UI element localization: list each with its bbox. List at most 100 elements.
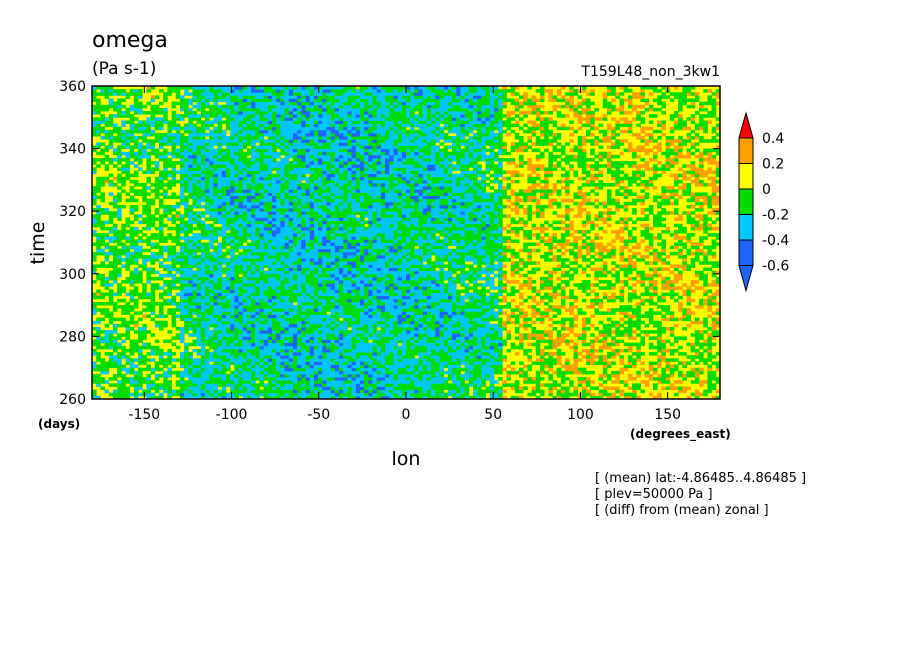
heatmap-cell bbox=[489, 301, 495, 306]
heatmap-cell bbox=[472, 395, 478, 400]
heatmap-cell bbox=[393, 298, 399, 303]
heatmap-cell bbox=[184, 298, 189, 303]
heatmap-cell bbox=[648, 298, 654, 303]
heatmap-cell bbox=[372, 327, 378, 331]
heatmap-cell bbox=[217, 342, 223, 347]
heatmap-cell bbox=[209, 342, 214, 347]
heatmap-cell bbox=[460, 352, 466, 356]
heatmap-cell bbox=[523, 283, 528, 287]
heatmap-cell bbox=[686, 311, 692, 315]
heatmap-cell bbox=[167, 280, 172, 284]
heatmap-cell bbox=[230, 330, 235, 334]
heatmap-cell bbox=[347, 364, 352, 369]
heatmap-cell bbox=[108, 298, 114, 303]
heatmap-cell bbox=[703, 323, 708, 328]
heatmap-cell bbox=[665, 317, 671, 322]
heatmap-cell bbox=[347, 292, 352, 297]
heatmap-cell bbox=[665, 367, 671, 372]
heatmap-cell bbox=[251, 348, 256, 353]
heatmap-cell bbox=[230, 373, 235, 378]
heatmap-cell bbox=[665, 380, 671, 384]
heatmap-cell bbox=[548, 367, 553, 372]
heatmap-cell bbox=[581, 395, 587, 400]
heatmap-cell bbox=[711, 320, 717, 325]
heatmap-cell bbox=[221, 289, 227, 293]
heatmap-cell bbox=[418, 305, 424, 309]
heatmap-cell bbox=[648, 317, 654, 322]
heatmap-cell bbox=[431, 389, 436, 394]
heatmap-cell bbox=[96, 395, 101, 400]
heatmap-cell bbox=[326, 276, 332, 281]
heatmap-cell bbox=[539, 389, 545, 394]
heatmap-cell bbox=[368, 333, 373, 337]
heatmap-cell bbox=[623, 264, 629, 268]
heatmap-cell bbox=[573, 283, 579, 287]
heatmap-cell bbox=[615, 352, 620, 356]
heatmap-cell bbox=[96, 345, 101, 350]
heatmap-cell bbox=[301, 389, 306, 394]
heatmap-cell bbox=[447, 333, 453, 337]
heatmap-cell bbox=[590, 323, 595, 328]
heatmap-cell bbox=[305, 339, 311, 344]
heatmap-cell bbox=[200, 267, 206, 272]
heatmap-cell bbox=[707, 327, 713, 331]
heatmap-cell bbox=[431, 280, 436, 284]
heatmap-cell bbox=[694, 348, 700, 353]
heatmap-cell bbox=[108, 330, 114, 334]
heatmap-cell bbox=[322, 298, 327, 303]
heatmap-cell bbox=[565, 317, 570, 322]
heatmap-cell bbox=[368, 295, 373, 300]
heatmap-cell bbox=[297, 395, 302, 400]
heatmap-cell bbox=[96, 367, 101, 372]
heatmap-cell bbox=[565, 295, 570, 300]
heatmap-cell bbox=[96, 377, 101, 381]
heatmap-cell bbox=[602, 358, 608, 362]
heatmap-cell bbox=[263, 333, 269, 337]
heatmap-cell bbox=[267, 358, 273, 362]
heatmap-cell bbox=[636, 314, 641, 319]
heatmap-cell bbox=[200, 308, 206, 312]
heatmap-cell bbox=[309, 348, 315, 353]
heatmap-cell bbox=[657, 336, 662, 340]
heatmap-cell bbox=[267, 342, 273, 347]
heatmap-cell bbox=[552, 320, 558, 325]
heatmap-cell bbox=[389, 395, 394, 400]
heatmap-cell bbox=[158, 261, 164, 265]
heatmap-cell bbox=[485, 301, 491, 306]
heatmap-cell bbox=[242, 311, 248, 315]
heatmap-cell bbox=[284, 345, 290, 350]
heatmap-cell bbox=[481, 311, 486, 315]
heatmap-cell bbox=[389, 314, 394, 319]
heatmap-cell bbox=[351, 292, 357, 297]
heatmap-cell bbox=[380, 311, 386, 315]
heatmap-cell bbox=[334, 276, 340, 281]
heatmap-cell bbox=[163, 361, 168, 365]
heatmap-cell bbox=[200, 352, 206, 356]
heatmap-cell bbox=[359, 305, 365, 309]
heatmap-cell bbox=[184, 342, 189, 347]
heatmap-cell bbox=[221, 305, 227, 309]
heatmap-cell bbox=[280, 383, 285, 387]
heatmap-cell bbox=[707, 308, 713, 312]
heatmap-cell bbox=[205, 364, 210, 369]
heatmap-cell bbox=[648, 283, 654, 287]
heatmap-cell bbox=[431, 364, 436, 369]
heatmap-cell bbox=[586, 305, 591, 309]
heatmap-cell bbox=[493, 323, 499, 328]
heatmap-cell bbox=[590, 348, 595, 353]
heatmap-cell bbox=[339, 283, 344, 287]
heatmap-cell bbox=[682, 386, 687, 391]
heatmap-cell bbox=[242, 327, 248, 331]
heatmap-cell bbox=[217, 261, 223, 265]
heatmap-cell bbox=[527, 280, 532, 284]
heatmap-cell bbox=[632, 377, 637, 381]
heatmap-cell bbox=[263, 383, 269, 387]
heatmap-cell bbox=[339, 286, 344, 290]
heatmap-cell bbox=[221, 342, 227, 347]
heatmap-cell bbox=[669, 264, 675, 268]
heatmap-cell bbox=[481, 373, 486, 378]
heatmap-cell bbox=[355, 330, 361, 334]
heatmap-cell bbox=[209, 298, 214, 303]
heatmap-cell bbox=[380, 314, 386, 319]
heatmap-cell bbox=[230, 298, 235, 303]
